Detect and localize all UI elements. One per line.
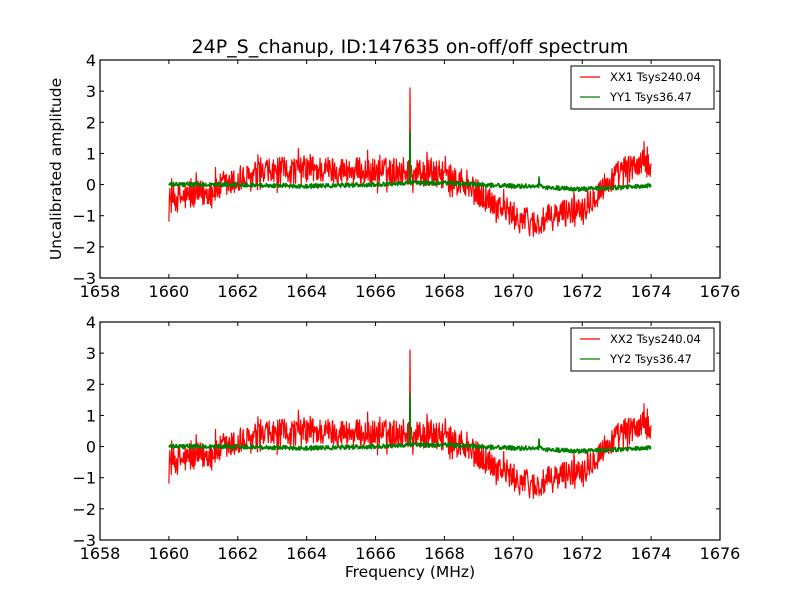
x-tick-label: 1670 (493, 282, 534, 301)
x-tick-label: 1662 (217, 544, 258, 563)
legend: XX2 Tsys240.04 YY2 Tsys36.47 (570, 327, 715, 372)
series-group (168, 87, 652, 237)
axes-frame (99, 321, 721, 541)
subplot-2: 1658 1660 1662 1664 1666 1668 1670 1672 1674 1676… (72, 313, 740, 581)
y-tick-label: 4 (86, 313, 96, 332)
y-tick-label: −2 (72, 500, 96, 519)
y-tick-label: 1 (86, 406, 96, 425)
x-tick-label: 1676 (700, 282, 741, 301)
x-tick-label: 1676 (700, 544, 741, 563)
x-tick-label: 1674 (631, 282, 672, 301)
y-tick-label: 4 (86, 51, 96, 70)
x-tick-label: 1658 (80, 282, 121, 301)
x-tick-label: 1664 (286, 544, 327, 563)
y-tick-label: 1 (86, 144, 96, 163)
legend-box (570, 327, 715, 372)
y-tick-label: −1 (72, 469, 96, 488)
series-line-yy (168, 130, 652, 193)
x-tick-label: 1672 (562, 282, 603, 301)
y-tick-label: −1 (72, 207, 96, 226)
x-tick-label: 1666 (355, 282, 396, 301)
x-tick-label: 1674 (631, 544, 672, 563)
chart-title: 24P_S_chanup, ID:147635 on-off/off spect… (192, 36, 629, 58)
legend-entry: XX1 Tsys240.04 (610, 70, 701, 84)
x-tick-label: 1672 (562, 544, 603, 563)
x-tick-label: 1668 (424, 282, 465, 301)
series-group (168, 349, 652, 499)
y-tick-label: 3 (86, 344, 96, 363)
x-tick-label: 1660 (149, 544, 190, 563)
y-tick-label: −3 (72, 531, 96, 550)
y-axis-label: Uncalibrated amplitude (47, 78, 65, 260)
y-tick-label: 2 (86, 375, 96, 394)
x-tick-label: 1664 (286, 282, 327, 301)
y-tick-label: 2 (86, 113, 96, 132)
legend-entry: XX2 Tsys240.04 (610, 332, 701, 346)
x-tick-label: 1666 (355, 544, 396, 563)
x-tick-label: 1670 (493, 544, 534, 563)
series-line-xx (168, 87, 652, 237)
legend-entry: YY1 Tsys36.47 (609, 90, 692, 104)
x-tick-label: 1660 (149, 282, 190, 301)
y-tick-label: 0 (86, 176, 96, 195)
y-tick-label: −3 (72, 269, 96, 288)
y-tick-label: −2 (72, 238, 96, 257)
legend-box (570, 65, 715, 110)
series-line-xx (168, 349, 652, 499)
legend: XX1 Tsys240.04 YY1 Tsys36.47 (570, 65, 715, 110)
y-tick-label: 0 (86, 438, 96, 457)
y-tick-label: 3 (86, 82, 96, 101)
x-tick-label: 1658 (80, 544, 121, 563)
legend-entry: YY2 Tsys36.47 (609, 352, 692, 366)
axes-frame (99, 59, 721, 279)
x-tick-label: 1662 (217, 282, 258, 301)
x-axis-label: Frequency (MHz) (345, 563, 475, 581)
series-line-yy (168, 392, 652, 455)
x-tick-label: 1668 (424, 544, 465, 563)
subplot-1: 1658 1660 1662 1664 1666 1668 1670 1672 1674 1676… (47, 36, 740, 301)
